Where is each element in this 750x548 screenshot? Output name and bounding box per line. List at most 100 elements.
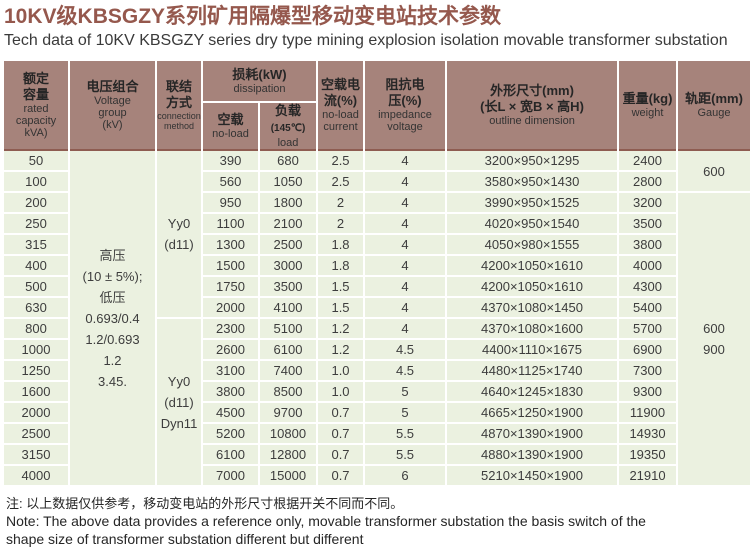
cell-no-load-loss: 2600 <box>203 340 258 359</box>
cell-load-loss: 680 <box>260 151 317 170</box>
cell-load-loss: 1800 <box>260 193 317 212</box>
cell-dimension: 4480×1125×1740 <box>447 361 618 380</box>
header-row-top: 额定 容量 rated capacity kVA) 电压组合 Voltage g… <box>4 61 750 149</box>
note: 注: 以上数据仅供参考，移动变电站的外形尺寸根据开关不同而不同。 Note: T… <box>6 495 666 548</box>
cell-no-load-loss: 3800 <box>203 382 258 401</box>
cell-dimension: 4200×1050×1610 <box>447 256 618 275</box>
cell-weight: 3500 <box>619 214 677 233</box>
header-voltage-group: 电压组合 Voltage group (kV) <box>70 61 155 149</box>
cell-no-load-loss: 2000 <box>203 298 258 317</box>
header-weight: 重量(kg) weight <box>619 61 677 149</box>
header-weight-en: weight <box>631 107 664 119</box>
cell-gauge-b: 600 900 <box>678 193 750 485</box>
cell-impedance: 4 <box>365 151 446 170</box>
cell-impedance: 4 <box>365 319 446 338</box>
header-connection-method: 联结 方式 connection method <box>157 61 201 149</box>
cell-capacity: 630 <box>4 298 68 317</box>
cell-impedance: 4 <box>365 235 446 254</box>
table-row: 1000 2600 6100 1.2 4.5 4400×1110×1675 69… <box>4 340 750 359</box>
header-load-loss-cn: 负载 (145℃) <box>260 103 316 137</box>
cell-capacity: 50 <box>4 151 68 170</box>
cell-dimension: 4200×1050×1610 <box>447 277 618 296</box>
cell-no-load-current: 2.5 <box>318 151 364 170</box>
table-row: 630 2000 4100 1.5 4 4370×1080×1450 5400 <box>4 298 750 317</box>
cell-dimension: 4370×1080×1450 <box>447 298 618 317</box>
cell-dimension: 4370×1080×1600 <box>447 319 618 338</box>
table-row: 1250 3100 7400 1.0 4.5 4480×1125×1740 73… <box>4 361 750 380</box>
cell-no-load-current: 1.8 <box>318 256 364 275</box>
header-load-loss: 负载 (145℃) load <box>260 103 317 149</box>
cell-weight: 7300 <box>619 361 677 380</box>
table-row: 800 Yy0 (d11) Dyn11 2300 5100 1.2 4 4370… <box>4 319 750 485</box>
header-connection-method-en: connection method <box>157 111 201 131</box>
cell-capacity: 1600 <box>4 382 68 401</box>
cell-load-loss: 5100 <box>260 319 317 338</box>
cell-load-loss: 15000 <box>260 466 317 485</box>
cell-load-loss: 3500 <box>260 277 317 296</box>
header-no-load-current-en: no-load current <box>322 109 359 133</box>
cell-load-loss: 10800 <box>260 424 317 443</box>
header-no-load-loss-en: no-load <box>212 128 249 140</box>
cell-capacity: 400 <box>4 256 68 275</box>
cell-no-load-loss: 7000 <box>203 466 258 485</box>
cell-dimension: 3580×950×1430 <box>447 172 618 191</box>
cell-no-load-loss: 1100 <box>203 214 258 233</box>
cell-no-load-loss: 4500 <box>203 403 258 422</box>
cell-no-load-loss: 3100 <box>203 361 258 380</box>
cell-no-load-current: 1.0 <box>318 382 364 401</box>
cell-capacity: 250 <box>4 214 68 233</box>
cell-load-loss: 4100 <box>260 298 317 317</box>
cell-weight: 2800 <box>619 172 677 191</box>
cell-dimension: 4880×1390×1900 <box>447 445 618 464</box>
cell-no-load-current: 1.2 <box>318 340 364 359</box>
cell-load-loss: 2500 <box>260 235 317 254</box>
cell-capacity: 500 <box>4 277 68 296</box>
cell-weight: 11900 <box>619 403 677 422</box>
cell-no-load-loss: 950 <box>203 193 258 212</box>
table-body: 50 高压 (10 ± 5%); 低压 0.693/0.4 1.2/0.693 … <box>4 151 750 485</box>
cell-dimension: 4665×1250×1900 <box>447 403 618 422</box>
page-title: 10KV级KBSGZY系列矿用隔爆型移动变电站技术参数 <box>4 5 502 28</box>
header-outline-dimension-cn: 外形尺寸(mm) (长L × 宽B × 高H) <box>480 83 584 114</box>
table-row: 1600 3800 8500 1.0 5 4640×1245×1830 9300 <box>4 382 750 401</box>
header-impedance-voltage: 阻抗电 压(%) impedance voltage <box>365 61 446 149</box>
cell-no-load-loss: 2300 <box>203 319 258 338</box>
header-impedance-voltage-cn: 阻抗电 压(%) <box>385 77 425 108</box>
header-no-load-current: 空载电 流(%) no-load current <box>318 61 364 149</box>
cell-impedance: 4 <box>365 277 446 296</box>
table-row: 315 1300 2500 1.8 4 4050×980×1555 3800 <box>4 235 750 254</box>
table-row: 50 高压 (10 ± 5%); 低压 0.693/0.4 1.2/0.693 … <box>4 151 750 485</box>
cell-dimension: 4050×980×1555 <box>447 235 618 254</box>
header-voltage-group-cn: 电压组合 <box>86 79 139 94</box>
cell-dimension: 4640×1245×1830 <box>447 382 618 401</box>
cell-capacity: 4000 <box>4 466 68 485</box>
cell-impedance: 5.5 <box>365 424 446 443</box>
cell-load-loss: 2100 <box>260 214 317 233</box>
cell-weight: 6900 <box>619 340 677 359</box>
header-dissipation-cn: 损耗(kW) <box>232 67 287 82</box>
cell-weight: 4300 <box>619 277 677 296</box>
cell-load-loss: 3000 <box>260 256 317 275</box>
cell-load-loss: 7400 <box>260 361 317 380</box>
cell-no-load-current: 1.2 <box>318 319 364 338</box>
cell-no-load-loss: 1300 <box>203 235 258 254</box>
header-no-load-current-cn: 空载电 流(%) <box>321 77 361 108</box>
header-dissipation: 损耗(kW) dissipation <box>203 61 317 101</box>
cell-no-load-current: 1.8 <box>318 235 364 254</box>
cell-impedance: 4 <box>365 256 446 275</box>
spec-table: 额定 容量 rated capacity kVA) 电压组合 Voltage g… <box>2 59 750 487</box>
cell-impedance: 5.5 <box>365 445 446 464</box>
table-row: 400 1500 3000 1.8 4 4200×1050×1610 4000 <box>4 256 750 275</box>
cell-capacity: 3150 <box>4 445 68 464</box>
header-weight-cn: 重量(kg) <box>622 91 673 106</box>
cell-impedance: 6 <box>365 466 446 485</box>
header-rated-capacity: 额定 容量 rated capacity kVA) <box>4 61 68 149</box>
header-voltage-group-en: Voltage group (kV) <box>94 95 131 131</box>
cell-capacity: 2000 <box>4 403 68 422</box>
table-row: 2000 4500 9700 0.7 5 4665×1250×1900 1190… <box>4 403 750 422</box>
page-subtitle: Tech data of 10KV KBSGZY series dry type… <box>4 32 728 49</box>
cell-impedance: 4.5 <box>365 340 446 359</box>
header-outline-dimension-en: outline dimension <box>489 115 575 127</box>
cell-no-load-current: 1.5 <box>318 298 364 317</box>
note-english: Note: The above data provides a referenc… <box>6 513 646 547</box>
